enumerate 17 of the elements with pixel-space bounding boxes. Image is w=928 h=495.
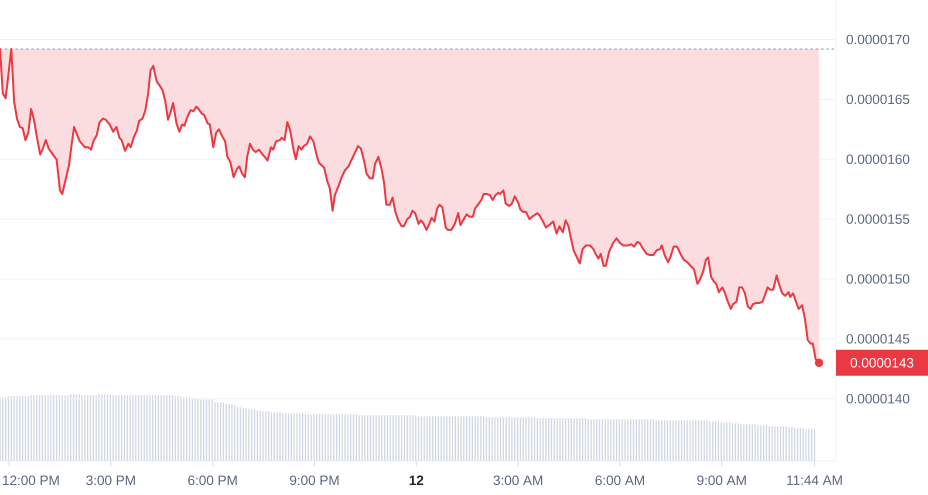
x-tick-label: 9:00 PM (290, 476, 339, 486)
y-tick-label: 0.0000140 (846, 394, 910, 404)
x-tick-label: 3:00 AM (494, 476, 542, 486)
x-tick-label: 11:44 AM (787, 476, 842, 485)
x-tick-label: 3:00 PM (86, 476, 135, 486)
x-tick-label: 6:00 AM (595, 476, 644, 486)
annotation: 0.0000143 (850, 358, 914, 368)
y-tick-label: 0.0000145 (846, 334, 910, 344)
y-tick-label: 0.0000155 (846, 214, 910, 224)
y-tick-label: 0.0000150 (846, 274, 910, 284)
x-tick-label: 12:00 PM (3, 476, 59, 486)
y-tick-label: 0.0000170 (846, 34, 910, 44)
x-tick-label: 6:00 PM (188, 476, 237, 486)
x-tick-label: 12 (410, 476, 424, 485)
y-tick-label: 0.0000160 (846, 154, 910, 164)
x-tick-label: 9:00 AM (697, 476, 746, 486)
y-tick-label: 0.0000165 (846, 94, 910, 104)
